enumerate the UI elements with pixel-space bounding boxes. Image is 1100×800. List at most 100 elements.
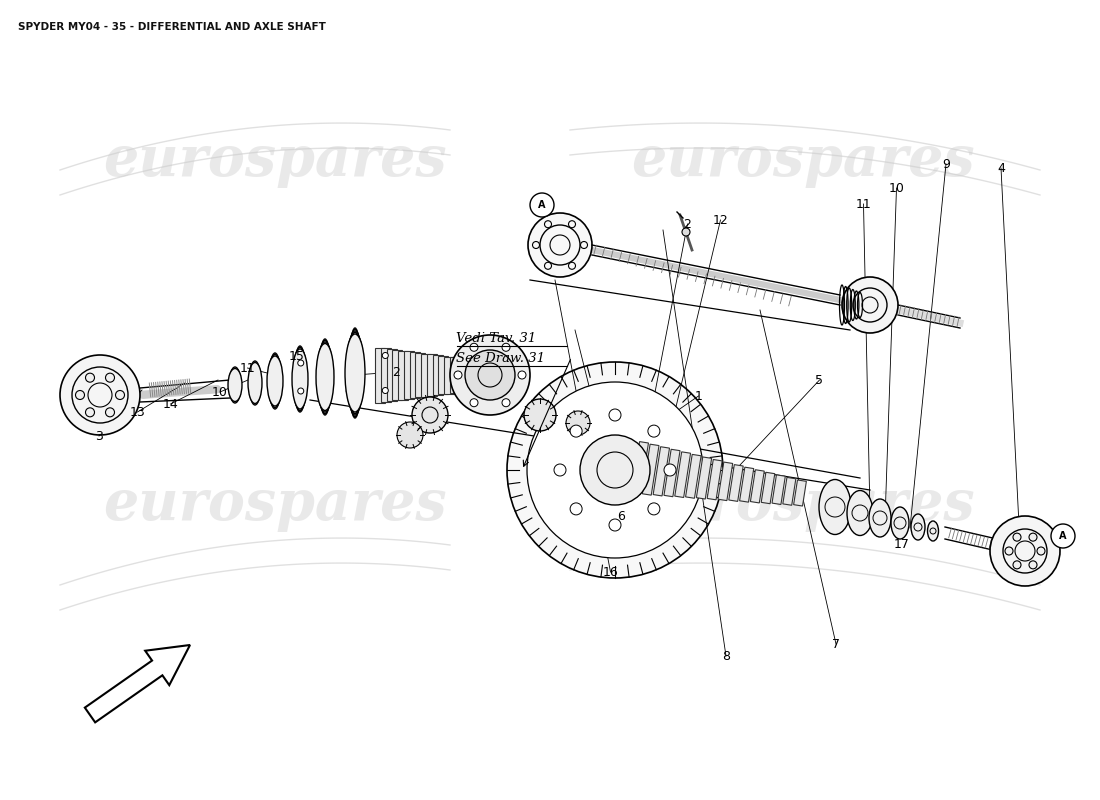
Circle shape (106, 408, 114, 417)
Bar (444, 357, 454, 394)
Ellipse shape (349, 328, 361, 418)
Text: 17: 17 (894, 538, 910, 550)
Circle shape (569, 262, 575, 270)
Bar (375, 347, 385, 402)
Circle shape (397, 422, 424, 448)
Ellipse shape (346, 331, 363, 415)
Text: 5: 5 (815, 374, 824, 386)
Bar (409, 352, 419, 398)
Polygon shape (718, 462, 733, 501)
Text: eurospares: eurospares (631, 133, 975, 187)
Circle shape (321, 353, 328, 358)
Text: 10: 10 (889, 182, 904, 194)
Circle shape (990, 516, 1060, 586)
Circle shape (76, 390, 85, 399)
FancyArrow shape (85, 645, 190, 722)
Circle shape (346, 360, 352, 366)
Circle shape (1005, 547, 1013, 555)
Ellipse shape (270, 353, 280, 409)
Polygon shape (739, 467, 754, 502)
Bar (393, 350, 403, 400)
Circle shape (1013, 533, 1021, 541)
Bar (416, 353, 426, 398)
Polygon shape (631, 442, 649, 494)
Ellipse shape (318, 341, 332, 414)
Polygon shape (653, 446, 670, 496)
Text: 6: 6 (617, 510, 626, 522)
Circle shape (570, 503, 582, 515)
Circle shape (570, 425, 582, 437)
Circle shape (298, 360, 304, 366)
Bar (398, 350, 408, 399)
Polygon shape (750, 470, 764, 503)
Ellipse shape (268, 354, 282, 407)
Circle shape (527, 382, 703, 558)
Circle shape (648, 425, 660, 437)
Text: 15: 15 (289, 350, 305, 362)
Text: 2: 2 (683, 218, 692, 230)
Polygon shape (783, 478, 795, 506)
Ellipse shape (891, 507, 909, 539)
Text: 13: 13 (130, 406, 145, 418)
Circle shape (86, 408, 95, 417)
Circle shape (648, 503, 660, 515)
Circle shape (346, 388, 352, 394)
Circle shape (322, 402, 328, 408)
Circle shape (609, 409, 622, 421)
Circle shape (465, 350, 515, 400)
Circle shape (321, 387, 328, 394)
Circle shape (322, 346, 328, 352)
Text: 8: 8 (722, 650, 730, 662)
Ellipse shape (927, 521, 938, 541)
Text: Vedi Tav. 31: Vedi Tav. 31 (456, 332, 537, 345)
Ellipse shape (249, 361, 261, 405)
FancyArrowPatch shape (143, 390, 217, 394)
Ellipse shape (319, 339, 331, 415)
Ellipse shape (847, 490, 873, 535)
Circle shape (383, 353, 388, 358)
Ellipse shape (869, 499, 891, 537)
Text: 10: 10 (212, 386, 228, 398)
Circle shape (116, 390, 124, 399)
Circle shape (528, 213, 592, 277)
Text: SPYDER MY04 - 35 - DIFFERENTIAL AND AXLE SHAFT: SPYDER MY04 - 35 - DIFFERENTIAL AND AXLE… (18, 22, 326, 32)
Circle shape (298, 388, 304, 394)
Text: eurospares: eurospares (103, 477, 447, 531)
Text: 7: 7 (832, 638, 840, 650)
Text: A: A (1059, 531, 1067, 541)
Circle shape (532, 242, 539, 249)
Bar (386, 349, 396, 401)
Circle shape (507, 362, 723, 578)
Bar (404, 351, 414, 398)
Ellipse shape (267, 356, 283, 406)
Bar (421, 354, 431, 397)
Bar (432, 355, 442, 395)
Text: 9: 9 (942, 158, 950, 170)
Circle shape (581, 242, 587, 249)
Text: See Draw. 31: See Draw. 31 (456, 352, 546, 365)
Circle shape (664, 464, 676, 476)
Polygon shape (696, 457, 712, 499)
Circle shape (1013, 561, 1021, 569)
Circle shape (352, 405, 358, 411)
Text: 2: 2 (392, 366, 400, 378)
Circle shape (554, 464, 566, 476)
Ellipse shape (911, 514, 925, 540)
Circle shape (1037, 547, 1045, 555)
Ellipse shape (248, 362, 262, 403)
Circle shape (1050, 524, 1075, 548)
Circle shape (450, 335, 530, 415)
Circle shape (580, 435, 650, 505)
Circle shape (544, 221, 551, 228)
Text: 14: 14 (163, 398, 178, 410)
Polygon shape (793, 480, 806, 506)
Polygon shape (642, 444, 659, 495)
Circle shape (569, 221, 575, 228)
Text: 11: 11 (856, 198, 871, 210)
Circle shape (518, 371, 526, 379)
Text: 3: 3 (95, 430, 103, 442)
Text: 11: 11 (240, 362, 255, 374)
Ellipse shape (293, 347, 307, 410)
Ellipse shape (294, 346, 306, 412)
Polygon shape (729, 465, 744, 502)
